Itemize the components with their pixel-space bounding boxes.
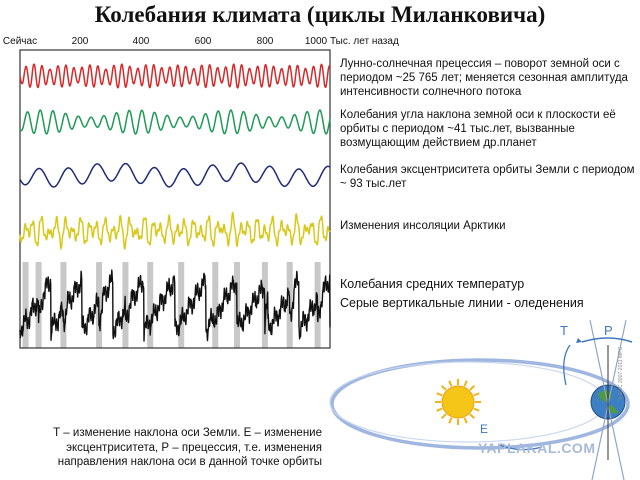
page-title: Колебания климата (циклы Миланковича) bbox=[94, 2, 546, 27]
series-lines bbox=[19, 63, 331, 342]
eccentricity-description: Колебания эксцентриситета орбиты Земли с… bbox=[340, 164, 635, 190]
glaciation-bar bbox=[22, 262, 29, 348]
sun-ray bbox=[436, 392, 443, 397]
watermark: YAPLAKAL.COM bbox=[478, 440, 596, 456]
obliquity-line bbox=[19, 109, 331, 135]
axis-now-label: Сейчас bbox=[2, 36, 38, 47]
glaciation-bar bbox=[60, 262, 67, 348]
glaciation-description: Серые вертикальные линии - оледенения bbox=[340, 296, 584, 310]
precession-arc bbox=[581, 337, 633, 343]
axis-tick: 800 bbox=[256, 36, 274, 47]
orbit-caption: Т – изменение наклона оси Земли. Е – изм… bbox=[53, 427, 322, 468]
glaciation-bar bbox=[212, 262, 219, 348]
sun-icon bbox=[441, 385, 475, 419]
orbit-ellipse bbox=[330, 358, 630, 450]
orbit-diagram: T P E bbox=[329, 319, 633, 480]
precession-description: Лунно-солнечная прецессия – поворот земн… bbox=[340, 58, 628, 98]
sun-ray bbox=[441, 385, 447, 391]
temperature-description: Колебания средних температур bbox=[340, 277, 525, 291]
axis-tick: 200 bbox=[71, 36, 89, 47]
eccentricity-line bbox=[19, 162, 331, 188]
tilt-arc bbox=[563, 344, 571, 386]
plot-frame bbox=[19, 49, 331, 349]
sun-ray bbox=[469, 413, 475, 419]
obliquity-description: Колебания угла наклона земной оси к плос… bbox=[340, 109, 616, 149]
sun-rays bbox=[435, 379, 481, 425]
earth-continents bbox=[598, 390, 618, 414]
sun-ray bbox=[463, 380, 468, 387]
arrow-icon bbox=[576, 338, 582, 343]
sun-ray bbox=[448, 417, 453, 424]
glaciation-bar bbox=[147, 262, 154, 348]
insolation-line bbox=[19, 211, 331, 250]
axis-tick: 1000 bbox=[304, 36, 328, 47]
glaciation-bar bbox=[178, 262, 185, 348]
insolation-description: Изменения инсоляции Арктики bbox=[340, 220, 506, 232]
time-axis: Сейчас 200 400 600 800 1000 Тыс. лет наз… bbox=[0, 36, 399, 50]
eccentricity-arrow bbox=[499, 444, 543, 451]
axis-cone-right bbox=[591, 319, 627, 480]
precession-line bbox=[19, 63, 331, 89]
sun-ray bbox=[463, 417, 468, 424]
axis-tick: 600 bbox=[194, 36, 212, 47]
sun-ray bbox=[469, 385, 475, 391]
tilt-label: T bbox=[560, 323, 568, 338]
axis-cone-left bbox=[589, 319, 625, 480]
sun-ray bbox=[473, 407, 480, 412]
eccentricity-label: E bbox=[480, 422, 488, 436]
axis-unit-label: Тыс. лет назад bbox=[330, 36, 399, 47]
sun-ray bbox=[436, 407, 443, 412]
precession-label: P bbox=[604, 323, 613, 338]
copyright-note: © ECC 2007-2011 MPG bbox=[618, 346, 624, 400]
sun-ray bbox=[441, 413, 447, 419]
sun-ray bbox=[448, 380, 453, 387]
sun-ray bbox=[473, 392, 480, 397]
temperature-line bbox=[19, 269, 331, 342]
axis-tick: 400 bbox=[132, 36, 150, 47]
